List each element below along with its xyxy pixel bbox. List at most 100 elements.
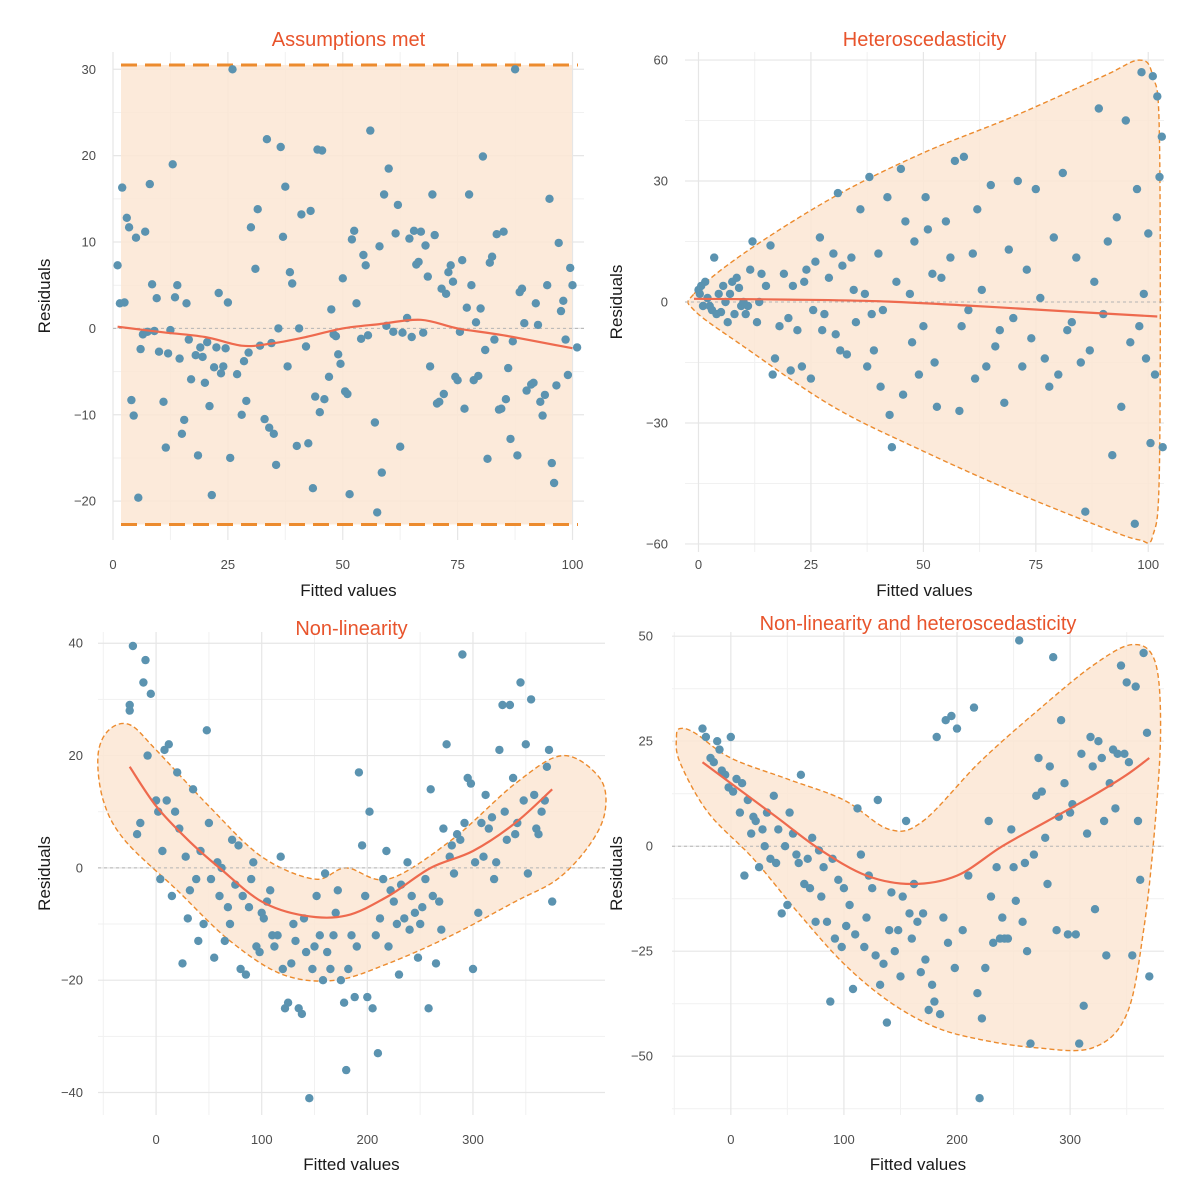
data-point	[973, 205, 982, 214]
data-point	[921, 955, 930, 964]
data-point	[1043, 879, 1052, 889]
data-point	[923, 225, 933, 234]
data-point	[310, 942, 319, 951]
data-point	[784, 313, 793, 323]
data-point	[1013, 176, 1022, 186]
data-point	[468, 964, 478, 974]
data-point	[1088, 762, 1097, 771]
data-point	[757, 269, 766, 278]
data-point	[932, 732, 941, 742]
data-point	[869, 346, 879, 355]
data-point	[537, 807, 546, 816]
data-point	[986, 892, 996, 901]
data-point	[1150, 370, 1160, 379]
data-point	[407, 891, 416, 901]
data-point	[428, 190, 437, 199]
data-point	[283, 998, 293, 1007]
data-point	[373, 508, 382, 517]
y-tick-label: −10	[74, 407, 96, 422]
data-point	[442, 740, 451, 749]
data-point	[225, 919, 235, 929]
data-point	[366, 126, 375, 135]
data-point	[853, 804, 862, 813]
data-point	[1027, 334, 1036, 343]
data-point	[885, 926, 894, 935]
data-point	[470, 858, 480, 867]
data-point	[361, 261, 370, 270]
data-point	[227, 835, 237, 844]
data-point	[991, 342, 1000, 351]
chart-panel-3: 0 100 200 300 −40 −20 0 20 40 Fitted values Residu…	[35, 618, 607, 1174]
data-point	[223, 903, 233, 912]
y-axis-title: Residuals	[35, 836, 54, 911]
x-tick-label: 100	[833, 1132, 855, 1147]
data-point	[723, 318, 732, 327]
data-point	[478, 152, 488, 161]
data-point	[1037, 787, 1047, 796]
data-point	[536, 397, 545, 406]
data-point	[768, 370, 777, 379]
data-point	[283, 362, 292, 371]
data-point	[982, 362, 991, 371]
data-point	[563, 370, 573, 380]
data-point	[430, 230, 439, 240]
data-point	[220, 936, 229, 946]
x-tick-label: 0	[109, 557, 116, 572]
y-axis-title: Residuals	[607, 836, 626, 911]
data-point	[984, 816, 993, 826]
data-point	[981, 963, 990, 973]
data-point	[363, 331, 373, 340]
data-point	[421, 241, 430, 250]
data-point	[236, 964, 245, 974]
data-point	[371, 931, 380, 940]
data-point	[435, 897, 444, 906]
data-point	[435, 397, 444, 406]
data-point	[234, 841, 243, 850]
data-point	[184, 335, 193, 344]
data-point	[479, 852, 488, 861]
data-point	[547, 458, 556, 468]
data-point	[811, 257, 820, 266]
data-point	[698, 301, 708, 311]
data-point	[856, 205, 865, 214]
data-point	[134, 493, 143, 502]
data-point	[255, 947, 264, 957]
data-point	[347, 235, 357, 244]
data-point	[1058, 168, 1068, 178]
data-point	[498, 700, 507, 710]
data-point	[542, 762, 552, 771]
y-tick-label: −40	[61, 1085, 83, 1100]
data-point	[995, 326, 1004, 335]
data-point	[504, 363, 513, 373]
data-point	[1000, 398, 1009, 407]
data-point	[124, 223, 134, 232]
data-point	[244, 903, 254, 912]
data-point	[183, 914, 192, 923]
data-point	[1034, 753, 1043, 763]
data-point	[1029, 850, 1039, 859]
data-point	[489, 874, 499, 884]
data-point	[269, 429, 278, 438]
data-point	[278, 964, 287, 974]
data-point	[410, 908, 420, 917]
data-point	[508, 773, 518, 783]
data-point	[207, 490, 216, 500]
data-point	[1128, 951, 1137, 960]
y-axis-title: Residuals	[35, 259, 54, 334]
data-point	[226, 453, 235, 463]
data-point	[170, 807, 180, 816]
data-point	[216, 369, 226, 378]
data-point	[147, 280, 157, 289]
data-point	[556, 306, 566, 316]
data-point	[905, 289, 915, 299]
y-tick-label: −20	[61, 973, 83, 988]
data-point	[501, 395, 511, 404]
data-point	[238, 891, 247, 901]
data-point	[896, 972, 905, 981]
data-point	[244, 348, 253, 357]
data-point	[969, 703, 979, 712]
data-point	[400, 914, 409, 923]
data-point	[274, 324, 283, 333]
data-point	[834, 875, 843, 884]
data-point	[831, 330, 840, 339]
